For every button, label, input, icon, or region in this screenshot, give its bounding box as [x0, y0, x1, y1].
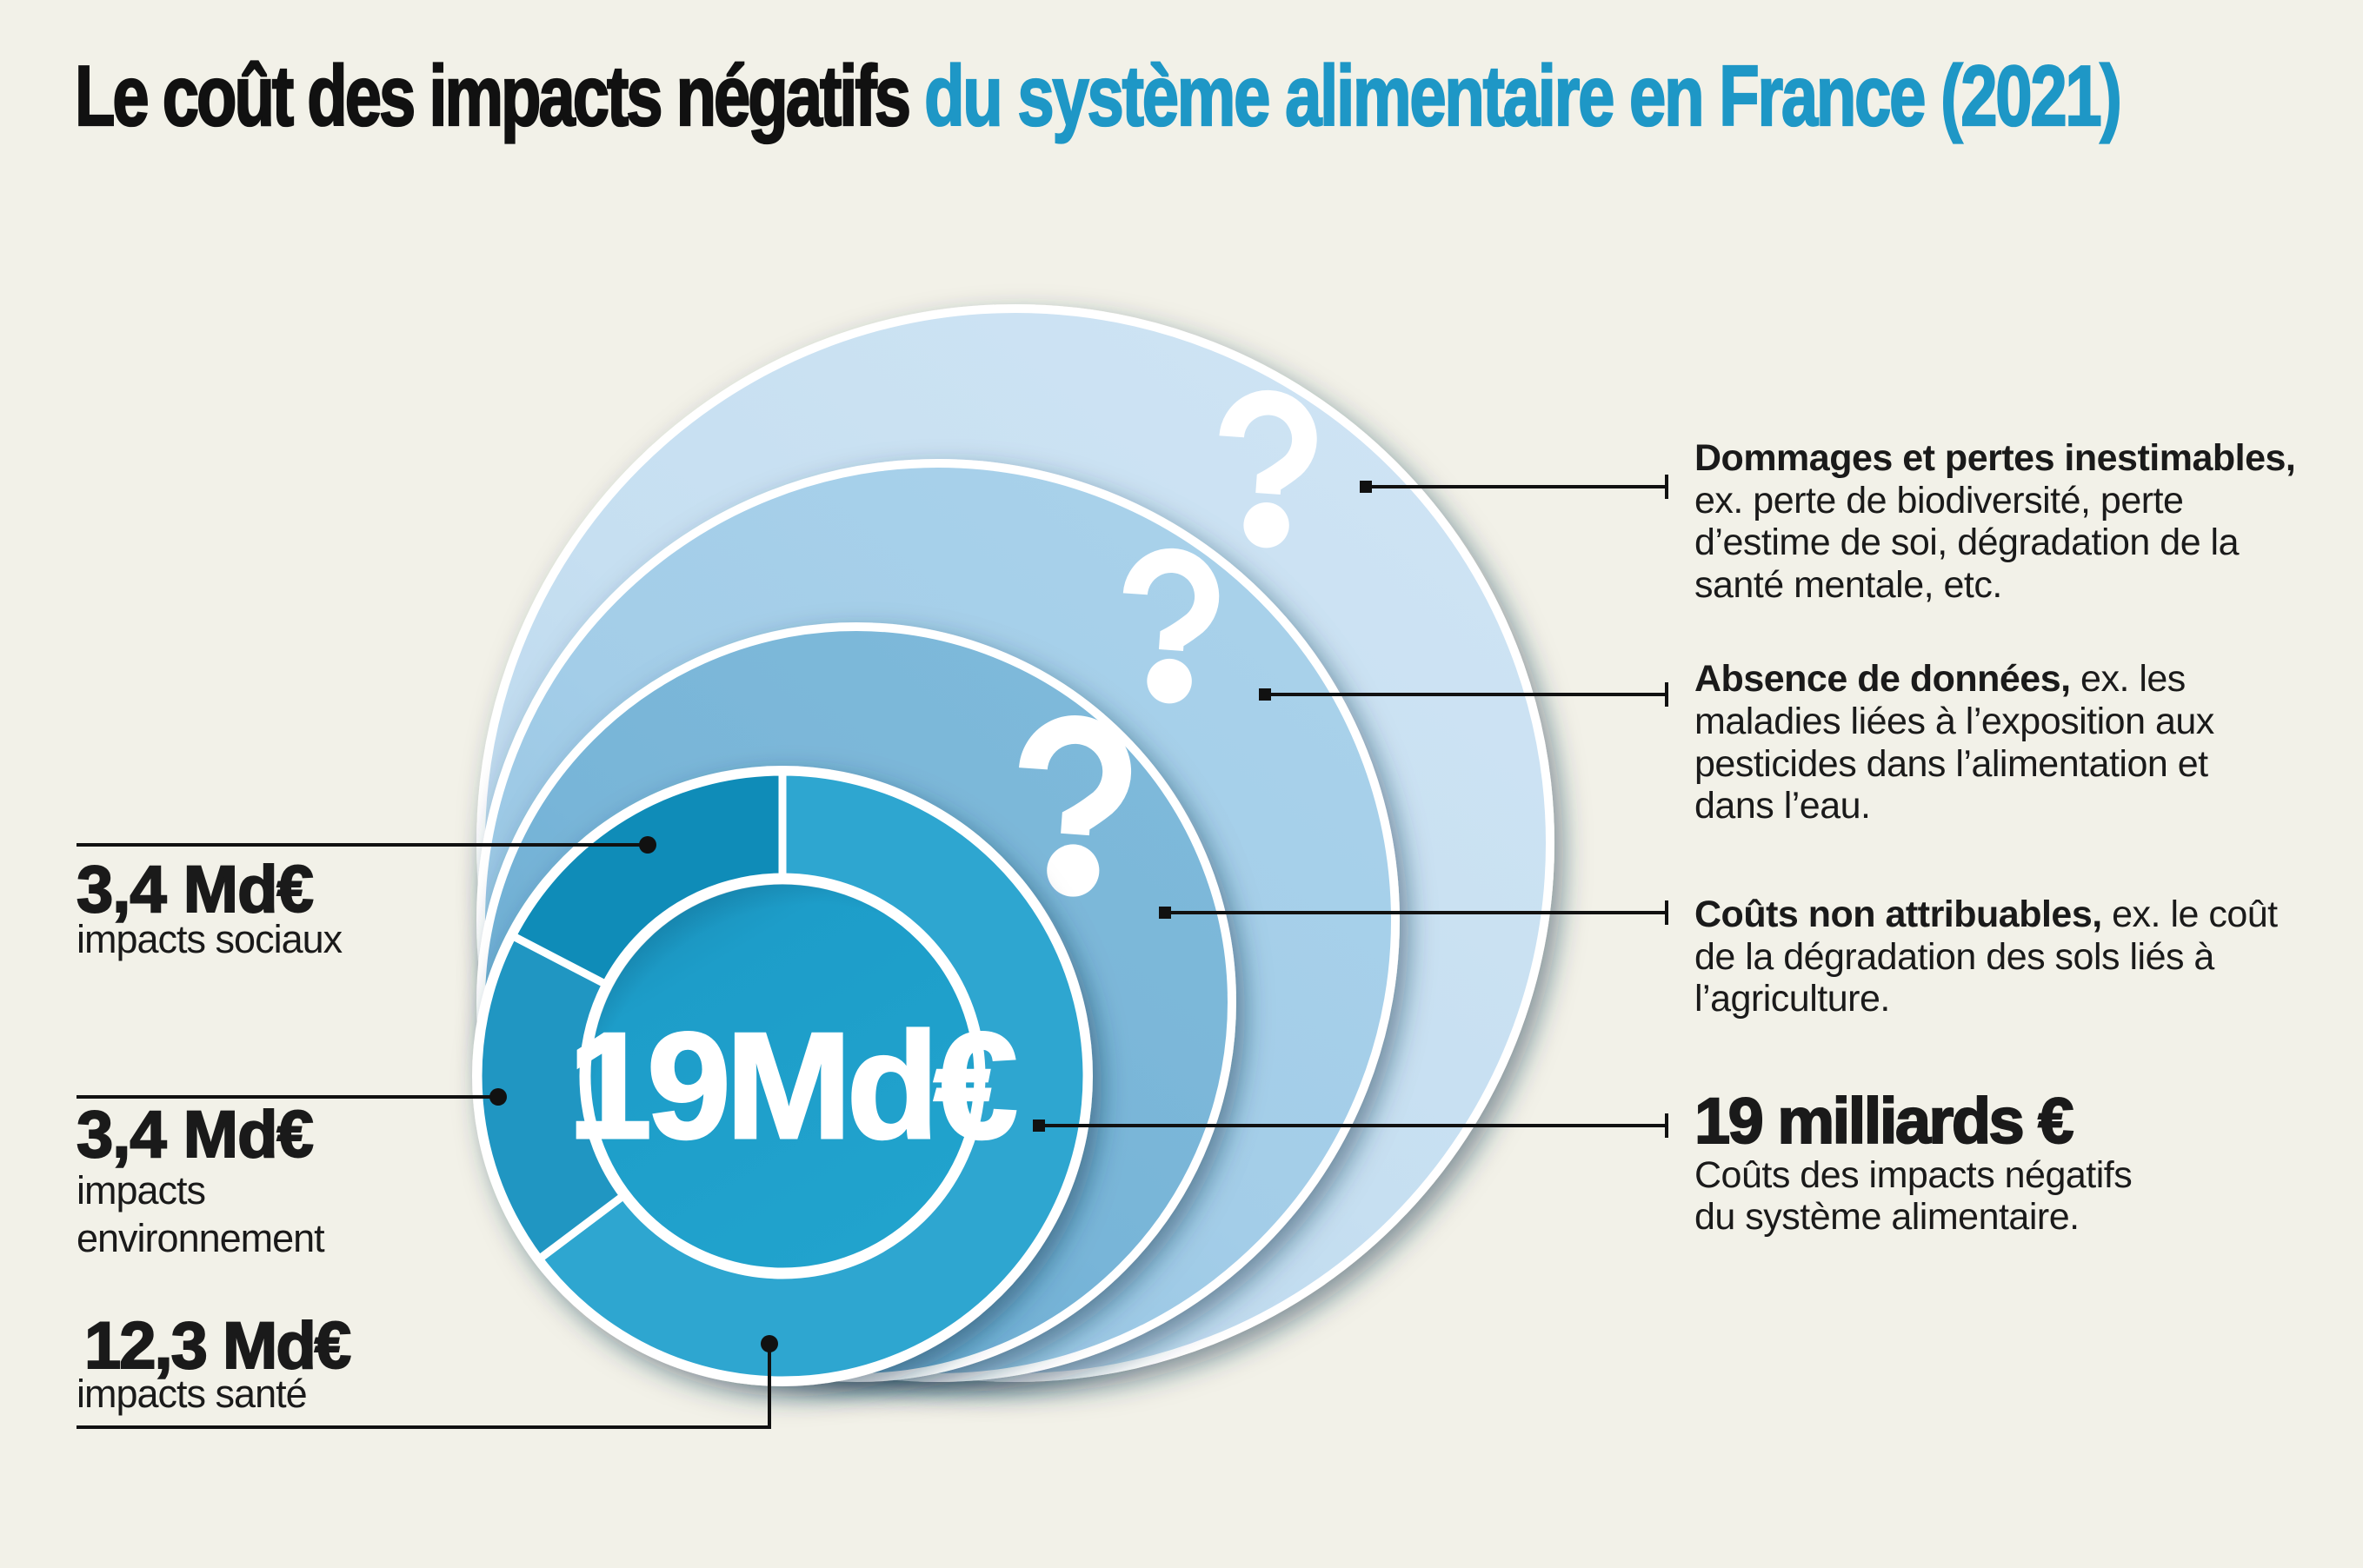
svg-text:pesticides dans l’alimentation: pesticides dans l’alimentation et	[1694, 743, 2208, 785]
svg-text:dans l’eau.: dans l’eau.	[1694, 785, 1871, 827]
svg-text:environnement: environnement	[77, 1216, 325, 1260]
svg-text:du système alimentaire.: du système alimentaire.	[1694, 1196, 2080, 1238]
svg-text:12,3 Md€: 12,3 Md€	[84, 1309, 350, 1383]
svg-text:impacts: impacts	[77, 1168, 205, 1213]
svg-text:3,4 Md€: 3,4 Md€	[77, 1098, 313, 1172]
svg-text:impacts sociaux: impacts sociaux	[77, 917, 343, 961]
svg-text:19Md€: 19Md€	[568, 1000, 1015, 1170]
svg-text:de la dégradation des sols lié: de la dégradation des sols liés à	[1694, 936, 2214, 978]
svg-text:Le coût des impacts négatifs d: Le coût des impacts négatifs du système …	[75, 47, 2120, 143]
svg-text:Dommages et pertes inestimable: Dommages et pertes inestimables,	[1694, 437, 2295, 479]
svg-text:Absence de données, ex. les: Absence de données, ex. les	[1694, 658, 2186, 700]
svg-text:19 milliards €: 19 milliards €	[1694, 1085, 2073, 1157]
svg-text:Coûts non attribuables, ex. le: Coûts non attribuables, ex. le coût	[1694, 894, 2278, 935]
svg-text:Coûts des impacts négatifs: Coûts des impacts négatifs	[1694, 1154, 2132, 1196]
svg-text:d’estime de soi, dégradation d: d’estime de soi, dégradation de la	[1694, 522, 2240, 563]
svg-text:maladies liées à l’exposition: maladies liées à l’exposition aux	[1694, 701, 2215, 742]
svg-text:3,4 Md€: 3,4 Md€	[77, 853, 313, 927]
svg-text:impacts santé: impacts santé	[77, 1372, 307, 1416]
svg-text:ex. perte de biodiversité, per: ex. perte de biodiversité, perte	[1694, 480, 2183, 522]
svg-text:santé mentale, etc.: santé mentale, etc.	[1694, 564, 2002, 606]
svg-text:l’agriculture.: l’agriculture.	[1694, 978, 1890, 1020]
